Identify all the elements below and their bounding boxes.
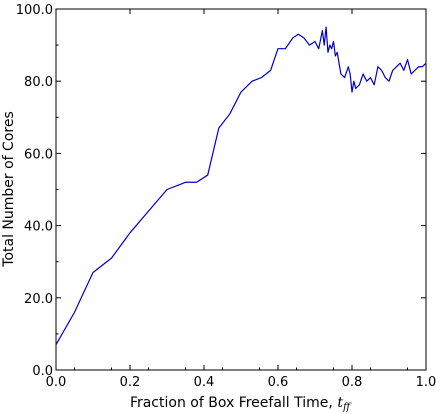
- x-tick-label: 0.2: [120, 375, 141, 390]
- x-axis: 0.0 0.2 0.4 0.6 0.8 1.0: [46, 9, 436, 390]
- y-tick-label: 40.0: [24, 220, 53, 235]
- x-tick-label: 1.0: [416, 375, 436, 390]
- x-axis-title-subscript: ff: [342, 402, 352, 413]
- y-tick-label: 100.0: [16, 3, 53, 18]
- x-axis-title: Fraction of Box Freefall Time, tff: [130, 395, 352, 413]
- y-tick-label: 20.0: [24, 292, 53, 307]
- y-tick-label: 0.0: [32, 364, 53, 379]
- y-tick-label: 80.0: [24, 75, 53, 90]
- x-tick-label: 0.0: [46, 375, 67, 390]
- x-axis-title-symbol: t: [337, 395, 343, 411]
- series-line: [55, 26, 427, 346]
- y-axis: 0.0 20.0 40.0 60.0 80.0 100.0: [16, 3, 426, 379]
- y-tick-label: 60.0: [24, 147, 53, 162]
- x-tick-label: 0.4: [194, 375, 215, 390]
- plot-frame: [55, 8, 427, 371]
- y-axis-title: Total Number of Cores: [1, 111, 17, 267]
- x-tick-label: 0.6: [268, 375, 289, 390]
- x-tick-label: 0.8: [342, 375, 363, 390]
- x-axis-title-text: Fraction of Box Freefall Time,: [130, 395, 333, 411]
- plot-area: [55, 8, 427, 371]
